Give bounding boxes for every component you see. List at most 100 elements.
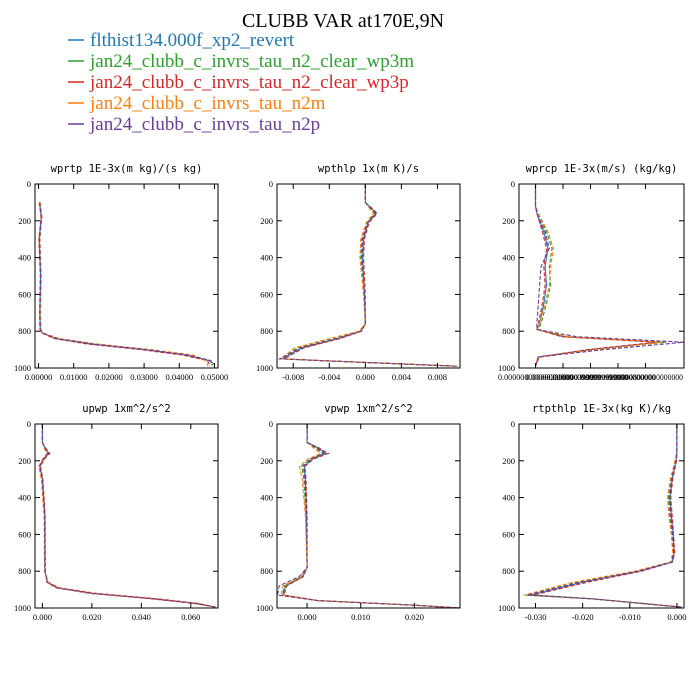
figure-title: CLUBB VAR at170E,9N [242, 10, 444, 32]
panel-title: vpwp 1xm^2/s^2 [324, 403, 413, 415]
x-tick-label: 0.008 [428, 372, 447, 382]
y-tick-label: 200 [502, 216, 515, 226]
y-tick-label: 1000 [498, 363, 515, 373]
legend-entry: jan24_clubb_c_invrs_tau_n2p [89, 114, 320, 135]
panel-title: wprcp 1E-3x(m/s) (kg/kg) [526, 163, 678, 175]
legend: flthist134.000f_xp2_revertjan24_clubb_c_… [68, 30, 414, 135]
y-tick-label: 400 [18, 253, 31, 263]
legend-entry: jan24_clubb_c_invrs_tau_n2_clear_wp3m [89, 51, 414, 72]
x-tick-label: -0.008 [282, 372, 304, 382]
x-tick-label: 0.00000000000000000 [498, 372, 573, 382]
legend-entry: jan24_clubb_c_invrs_tau_n2m [89, 93, 326, 114]
chart-panel: wprtp 1E-3x(m kg)/(s kg) 0 200 400 600 800 100… [14, 163, 228, 382]
series-line [279, 184, 458, 367]
y-tick-label: 800 [260, 566, 273, 576]
y-tick-label: 800 [502, 326, 515, 336]
x-tick-label: -0.020 [572, 612, 594, 622]
y-tick-label: 1000 [256, 363, 273, 373]
series-line [523, 424, 682, 608]
legend-entry: flthist134.000f_xp2_revert [90, 30, 295, 51]
y-tick-label: 200 [260, 456, 273, 466]
x-tick-label: 0.05000 [201, 372, 229, 382]
series-line [38, 424, 216, 608]
x-tick-label: 0.02000 [95, 372, 123, 382]
y-tick-label: 800 [260, 326, 273, 336]
series-line [38, 202, 211, 367]
legend-entry: jan24_clubb_c_invrs_tau_n2_clear_wp3p [89, 72, 409, 93]
y-tick-label: 600 [502, 529, 515, 539]
x-tick-label: 0.000006000000000000 [581, 372, 656, 382]
panel-title: rtpthlp 1E-3x(kg K)/kg [532, 403, 671, 415]
y-tick-label: 800 [18, 326, 31, 336]
chart-panel: rtpthlp 1E-3x(kg K)/kg02004006008001000-… [498, 403, 686, 622]
y-tick-label: 800 [18, 566, 31, 576]
series-line [534, 184, 663, 367]
y-tick-label: 200 [18, 216, 31, 226]
chart-panel: wpthlp 1x(m K)/s 0 200 400 600 800 1000 -0.008 -… [256, 163, 461, 382]
y-tick-label: 0 [511, 419, 515, 429]
series-line [277, 424, 460, 608]
y-tick-label: 0 [27, 179, 31, 189]
series-line [530, 424, 682, 608]
y-tick-label: 400 [260, 493, 273, 503]
y-tick-label: 400 [502, 253, 515, 263]
y-tick-label: 1000 [498, 603, 515, 613]
series-line [39, 202, 209, 367]
y-tick-label: 0 [511, 179, 515, 189]
panel-title: wprtp 1E-3x(m kg)/(s kg) [51, 163, 203, 175]
series-line [39, 424, 216, 608]
series-line [534, 184, 684, 367]
plot-frame [34, 423, 219, 609]
y-tick-label: 0 [27, 419, 31, 429]
y-tick-label: 600 [18, 529, 31, 539]
y-tick-label: 600 [18, 289, 31, 299]
x-tick-label: 0.04000 [165, 372, 193, 382]
series-line [281, 424, 460, 608]
panel-title: upwp 1xm^2/s^2 [82, 403, 171, 415]
series-line [39, 424, 216, 608]
x-tick-label: 0.000 [667, 612, 686, 622]
series-line [280, 424, 460, 608]
y-tick-label: 200 [502, 456, 515, 466]
y-tick-label: 1000 [14, 603, 31, 613]
y-tick-label: 1000 [14, 363, 31, 373]
x-tick-label: 0.03000 [130, 372, 158, 382]
y-tick-label: 200 [18, 456, 31, 466]
y-tick-label: 600 [260, 289, 273, 299]
x-tick-label: 0.000003999999999999 [553, 372, 628, 382]
x-tick-label: -0.004 [318, 372, 341, 382]
x-tick-label: 0.020 [405, 612, 424, 622]
panel-title: wpthlp 1x(m K)/s [318, 163, 419, 175]
y-tick-label: 1000 [256, 603, 273, 613]
series-line [39, 202, 213, 366]
chart-panel: vpwp 1xm^2/s^2 0 200 400 600 800 1000 0.000 0.01… [256, 403, 461, 622]
x-tick-label: 0.000008000000000000 [608, 372, 683, 382]
y-tick-label: 0 [269, 179, 273, 189]
plot-frame [518, 423, 685, 609]
series-line [526, 424, 682, 608]
plot-frame [276, 423, 461, 609]
x-tick-label: 0.000 [356, 372, 375, 382]
y-tick-label: 400 [260, 253, 273, 263]
y-tick-label: 200 [260, 216, 273, 226]
plot-frame [34, 183, 219, 369]
x-tick-label: 0.000 [297, 612, 316, 622]
series-line [277, 184, 458, 367]
plot-frame [276, 183, 461, 369]
x-tick-label: 0.000 [33, 612, 52, 622]
plot-frame [518, 183, 685, 369]
series-line [282, 184, 458, 367]
series-line [282, 424, 460, 608]
y-tick-label: 600 [260, 529, 273, 539]
series-line [279, 184, 458, 367]
y-tick-label: 800 [502, 566, 515, 576]
x-tick-label: 0.000002000000000000 [526, 372, 601, 382]
y-tick-label: 0 [269, 419, 273, 429]
x-tick-label: 0.060 [181, 612, 200, 622]
x-tick-label: 0.00000 [25, 372, 53, 382]
series-line [39, 424, 216, 608]
series-line [283, 424, 460, 608]
y-tick-label: 600 [502, 289, 515, 299]
